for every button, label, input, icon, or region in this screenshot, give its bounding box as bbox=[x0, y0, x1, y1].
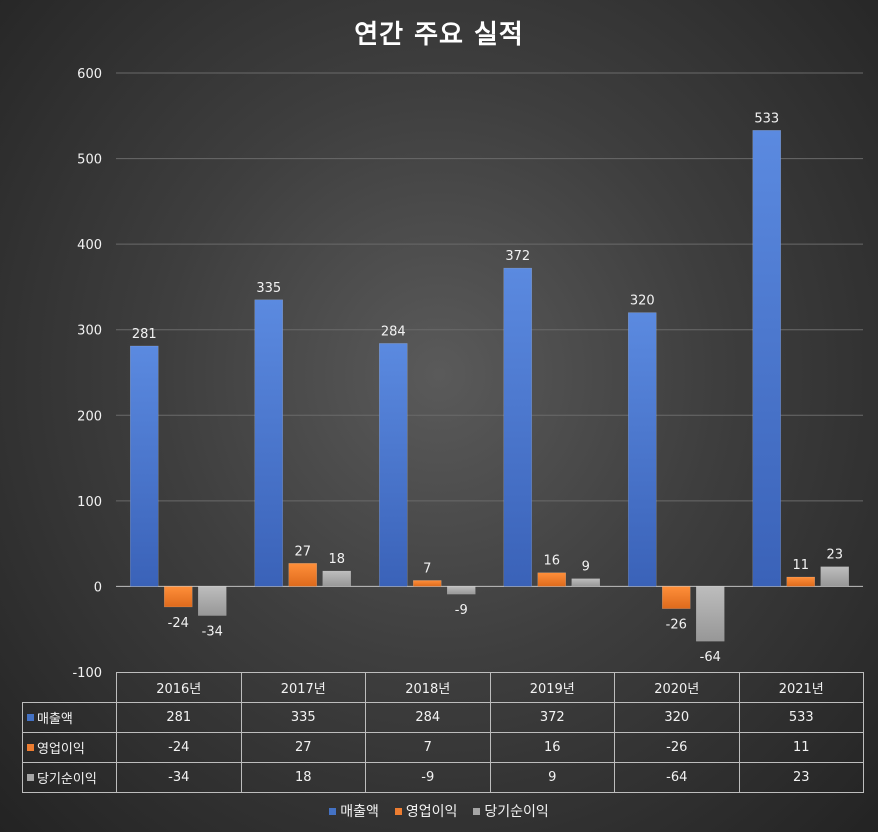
bar-3 bbox=[820, 566, 849, 587]
table-row: 매출액 281 335 284 372 320 533 bbox=[22, 702, 864, 733]
bar-2 bbox=[537, 572, 566, 587]
bar-3 bbox=[322, 570, 351, 587]
table-cell: 18 bbox=[240, 762, 366, 793]
data-label: -26 bbox=[666, 618, 687, 633]
series-swatch bbox=[27, 714, 34, 721]
table-cell: 335 bbox=[240, 702, 366, 733]
bar-1 bbox=[379, 343, 408, 587]
y-tick-label: 600 bbox=[77, 67, 102, 82]
series-swatch bbox=[27, 744, 34, 751]
data-label: 320 bbox=[630, 294, 655, 309]
series-name: 매출액 bbox=[37, 712, 73, 727]
table-cell: 11 bbox=[738, 732, 864, 763]
legend-label: 당기순이익 bbox=[484, 804, 549, 820]
table-series-header: 영업이익 bbox=[22, 732, 117, 763]
bar-3 bbox=[198, 586, 227, 616]
y-tick-label: 100 bbox=[77, 495, 102, 510]
data-label: 7 bbox=[423, 561, 431, 576]
data-label: 335 bbox=[256, 281, 281, 296]
series-name: 영업이익 bbox=[37, 742, 85, 757]
legend-swatch bbox=[473, 807, 481, 815]
bar-1 bbox=[752, 130, 781, 587]
bar-3 bbox=[571, 578, 600, 587]
legend: 매출액 영업이익 당기순이익 bbox=[0, 801, 878, 821]
table-category-header: 2019년 bbox=[489, 672, 615, 703]
bar-2 bbox=[662, 586, 691, 609]
y-tick-label: 200 bbox=[77, 409, 102, 424]
table-series-header: 매출액 bbox=[22, 702, 117, 733]
data-label: 533 bbox=[754, 111, 779, 126]
series-name: 당기순이익 bbox=[37, 772, 97, 787]
data-label: 16 bbox=[543, 554, 560, 569]
data-label: 372 bbox=[505, 249, 530, 264]
table-cell: 16 bbox=[489, 732, 615, 763]
legend-label: 영업이익 bbox=[405, 804, 458, 820]
table-cell: -34 bbox=[116, 762, 242, 793]
data-label: 11 bbox=[792, 558, 809, 573]
table-cell: 23 bbox=[738, 762, 864, 793]
bar-1 bbox=[130, 345, 159, 587]
series-swatch bbox=[27, 774, 34, 781]
y-tick-label: 300 bbox=[77, 324, 102, 339]
data-table: 2016년 2017년 2018년 2019년 2020년 2021년 매출액 281 335 2… bbox=[22, 672, 864, 793]
y-tick-label: 500 bbox=[77, 153, 102, 168]
table-cell: -9 bbox=[365, 762, 491, 793]
data-label: 18 bbox=[328, 552, 345, 567]
table-category-header: 2017년 bbox=[240, 672, 366, 703]
table-cell: 320 bbox=[614, 702, 740, 733]
table-series-header: 당기순이익 bbox=[22, 762, 117, 793]
table-header-row: 2016년 2017년 2018년 2019년 2020년 2021년 bbox=[22, 672, 864, 703]
legend-label: 매출액 bbox=[340, 804, 379, 820]
table-category-header: 2021년 bbox=[738, 672, 864, 703]
table-corner bbox=[22, 672, 117, 703]
table-category-header: 2016년 bbox=[116, 672, 242, 703]
data-label: -9 bbox=[455, 603, 468, 618]
table-category-header: 2020년 bbox=[614, 672, 740, 703]
legend-item: 영업이익 bbox=[394, 801, 458, 821]
table-row: 당기순이익 -34 18 -9 9 -64 23 bbox=[22, 762, 864, 793]
data-label: 9 bbox=[582, 560, 590, 575]
bar-1 bbox=[503, 267, 532, 587]
legend-swatch bbox=[394, 807, 402, 815]
bar-2 bbox=[413, 580, 442, 587]
bar-2 bbox=[164, 586, 193, 608]
data-label: -24 bbox=[168, 616, 189, 631]
table-cell: -64 bbox=[614, 762, 740, 793]
data-label: 284 bbox=[381, 324, 406, 339]
table-cell: 284 bbox=[365, 702, 491, 733]
legend-item: 당기순이익 bbox=[473, 801, 549, 821]
bar-1 bbox=[254, 299, 283, 587]
table-cell: 7 bbox=[365, 732, 491, 763]
chart-title: 연간 주요 실적 bbox=[354, 20, 524, 50]
table-cell: 9 bbox=[489, 762, 615, 793]
table-cell: 27 bbox=[240, 732, 366, 763]
table-cell: 281 bbox=[116, 702, 242, 733]
bar-1 bbox=[628, 312, 657, 587]
data-label: -34 bbox=[202, 625, 223, 640]
table-cell: 533 bbox=[738, 702, 864, 733]
table-row: 영업이익 -24 27 7 16 -26 11 bbox=[22, 732, 864, 763]
y-tick-label: 400 bbox=[77, 238, 102, 253]
data-label: 27 bbox=[294, 544, 311, 559]
table-cell: -24 bbox=[116, 732, 242, 763]
data-label: -64 bbox=[700, 650, 721, 665]
table-category-header: 2018년 bbox=[365, 672, 491, 703]
data-label: 281 bbox=[132, 327, 157, 342]
bar-2 bbox=[288, 563, 317, 587]
legend-swatch bbox=[329, 807, 337, 815]
bar-3 bbox=[696, 586, 725, 642]
bar-3 bbox=[447, 586, 476, 595]
data-label: 23 bbox=[826, 548, 843, 563]
y-tick-label: 0 bbox=[94, 580, 102, 595]
bar-2 bbox=[786, 576, 815, 587]
table-cell: -26 bbox=[614, 732, 740, 763]
table-cell: 372 bbox=[489, 702, 615, 733]
legend-item: 매출액 bbox=[329, 801, 379, 821]
